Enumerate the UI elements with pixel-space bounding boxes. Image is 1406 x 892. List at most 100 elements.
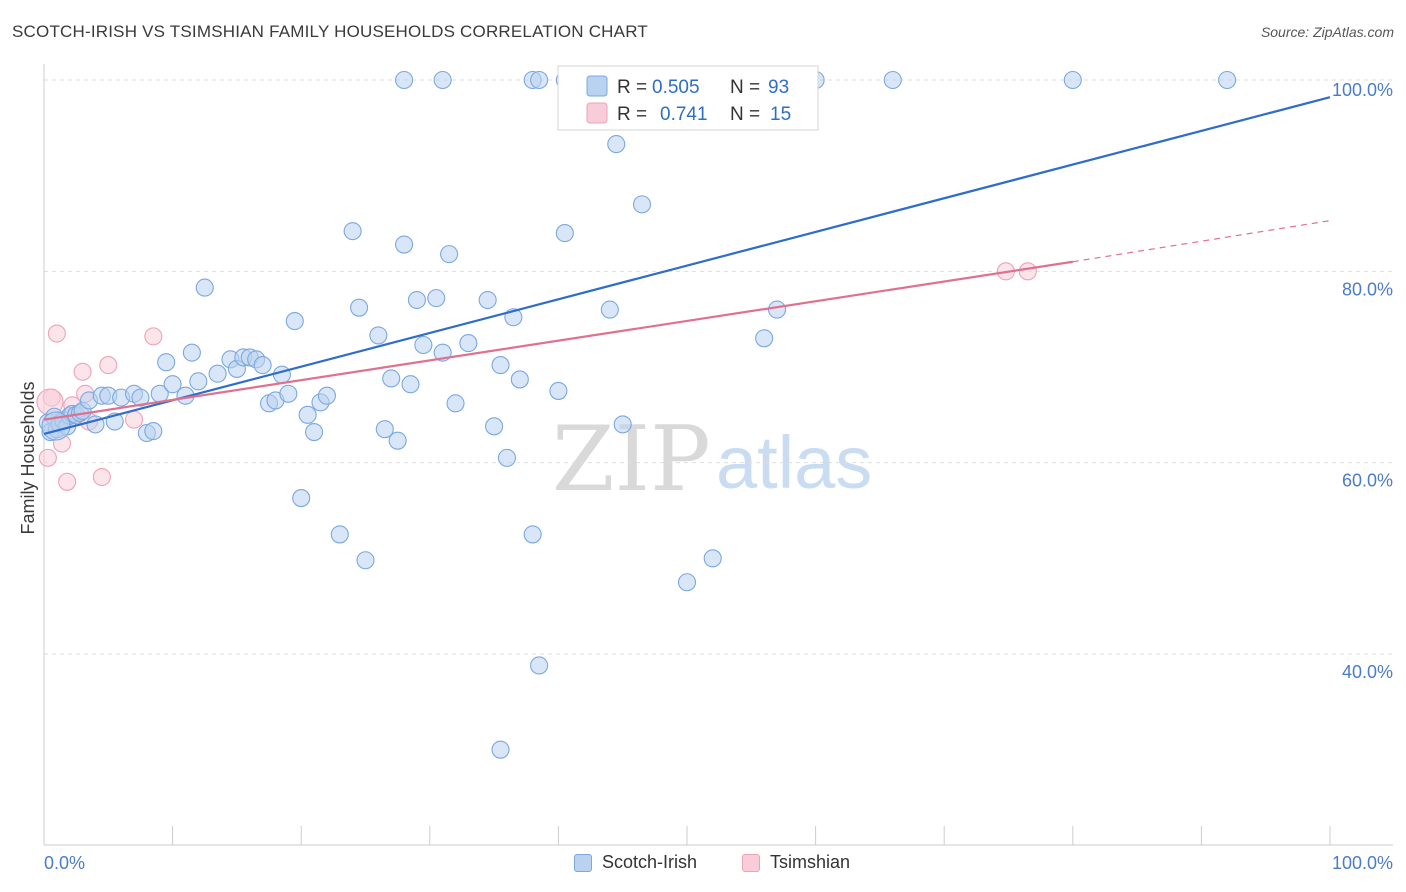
- data-point: [292, 489, 311, 508]
- data-point: [555, 224, 574, 243]
- data-point: [530, 70, 549, 90]
- data-point: [459, 334, 478, 353]
- data-point: [298, 405, 317, 424]
- y-tick-label-60: 60.0%: [1342, 471, 1393, 491]
- data-point: [395, 70, 414, 90]
- data-point: [73, 362, 92, 381]
- data-point: [613, 415, 632, 434]
- data-point: [163, 375, 182, 394]
- y-tick-label-80: 80.0%: [1342, 279, 1393, 299]
- data-point: [433, 70, 452, 90]
- data-point: [401, 375, 420, 394]
- tsimshian-trendline-extension: [1072, 220, 1331, 263]
- data-point: [305, 423, 324, 442]
- data-point: [1063, 70, 1082, 90]
- legend-swatch-tsimshian: [586, 102, 608, 124]
- data-point: [414, 335, 433, 355]
- data-point: [208, 364, 227, 383]
- source-label: Source: ZipAtlas.com: [1260, 24, 1394, 40]
- legend-r-label-1: R =: [617, 77, 647, 98]
- data-point: [883, 70, 902, 90]
- data-point: [285, 312, 304, 331]
- data-point: [157, 353, 176, 372]
- data-point: [1018, 262, 1037, 281]
- data-point: [279, 384, 298, 403]
- legend-n-value-2: 15: [770, 104, 791, 125]
- legend-n-label-2: N =: [730, 104, 760, 125]
- legend-swatch-scotch-irish: [586, 75, 608, 97]
- data-point: [600, 300, 619, 319]
- data-point: [343, 222, 362, 241]
- legend-r-label-2: R =: [617, 104, 647, 125]
- legend-r-value-1: 0.505: [652, 77, 700, 98]
- data-point: [388, 431, 407, 450]
- data-point: [47, 324, 66, 343]
- x-tick-right: 100.0%: [1332, 853, 1393, 873]
- legend-r-value-2: 0.741: [660, 104, 708, 125]
- tsimshian-points: [36, 262, 1037, 491]
- stats-legend: R = 0.505 N = 93 R = 0.741 N = 15: [557, 65, 819, 131]
- legend-label-scotch-irish: Scotch-Irish: [602, 852, 698, 872]
- data-point: [767, 300, 787, 319]
- legend-label-tsimshian: Tsimshian: [770, 852, 851, 872]
- scotch-irish-trendline: [43, 96, 1331, 436]
- data-point: [677, 573, 697, 592]
- data-point: [510, 370, 529, 389]
- data-point: [375, 420, 394, 439]
- data-point: [703, 549, 722, 568]
- watermark-atlas: atlas: [716, 421, 872, 504]
- data-point: [189, 372, 208, 391]
- data-point: [369, 326, 388, 345]
- data-point: [1218, 70, 1237, 90]
- data-point: [632, 195, 652, 214]
- data-point: [478, 290, 497, 310]
- data-point: [317, 386, 336, 405]
- data-point: [523, 525, 542, 544]
- data-point: [530, 656, 549, 675]
- data-point: [440, 245, 459, 264]
- data-point: [272, 365, 291, 384]
- data-point: [38, 448, 57, 467]
- data-point: [58, 472, 77, 491]
- data-point: [491, 356, 510, 375]
- data-point: [253, 356, 272, 375]
- data-point: [99, 356, 118, 375]
- data-point: [755, 329, 774, 348]
- data-point: [395, 235, 414, 254]
- data-point: [491, 740, 510, 759]
- data-point: [407, 290, 426, 310]
- legend-n-value-1: 93: [768, 77, 789, 98]
- y-tick-label-40: 40.0%: [1342, 662, 1393, 682]
- data-point: [195, 278, 214, 297]
- data-point: [446, 394, 465, 413]
- data-point: [356, 551, 375, 570]
- data-point: [330, 525, 349, 544]
- watermark: ZIP atlas: [552, 407, 872, 512]
- legend-n-label-1: N =: [730, 77, 760, 98]
- data-point: [182, 343, 201, 362]
- regression-lines: [43, 96, 1331, 436]
- data-point: [549, 381, 568, 400]
- y-tick-label-100: 100.0%: [1332, 80, 1393, 100]
- data-point: [92, 467, 111, 487]
- legend-swatch-pink: [742, 853, 760, 872]
- legend-item-tsimshian: Tsimshian: [742, 852, 850, 873]
- data-point: [131, 388, 150, 407]
- data-point: [485, 417, 504, 436]
- x-tick-left: 0.0%: [44, 853, 85, 873]
- legend-swatch-blue: [574, 853, 592, 872]
- data-point: [427, 289, 446, 308]
- series-legend: Scotch-Irish Tsimshian: [0, 852, 1406, 878]
- y-tick-labels: 40.0% 60.0% 80.0% 100.0%: [1332, 80, 1393, 682]
- data-point: [607, 135, 626, 154]
- data-point: [497, 448, 517, 467]
- gridlines: [44, 79, 1393, 655]
- tsimshian-trendline: [43, 260, 1073, 421]
- chart-title: SCOTCH-IRISH VS TSIMSHIAN FAMILY HOUSEHO…: [12, 22, 648, 41]
- data-point: [144, 422, 163, 441]
- y-axis-label: Family Households: [18, 381, 38, 534]
- data-point: [350, 298, 369, 317]
- data-point: [382, 369, 401, 388]
- data-point: [144, 327, 163, 346]
